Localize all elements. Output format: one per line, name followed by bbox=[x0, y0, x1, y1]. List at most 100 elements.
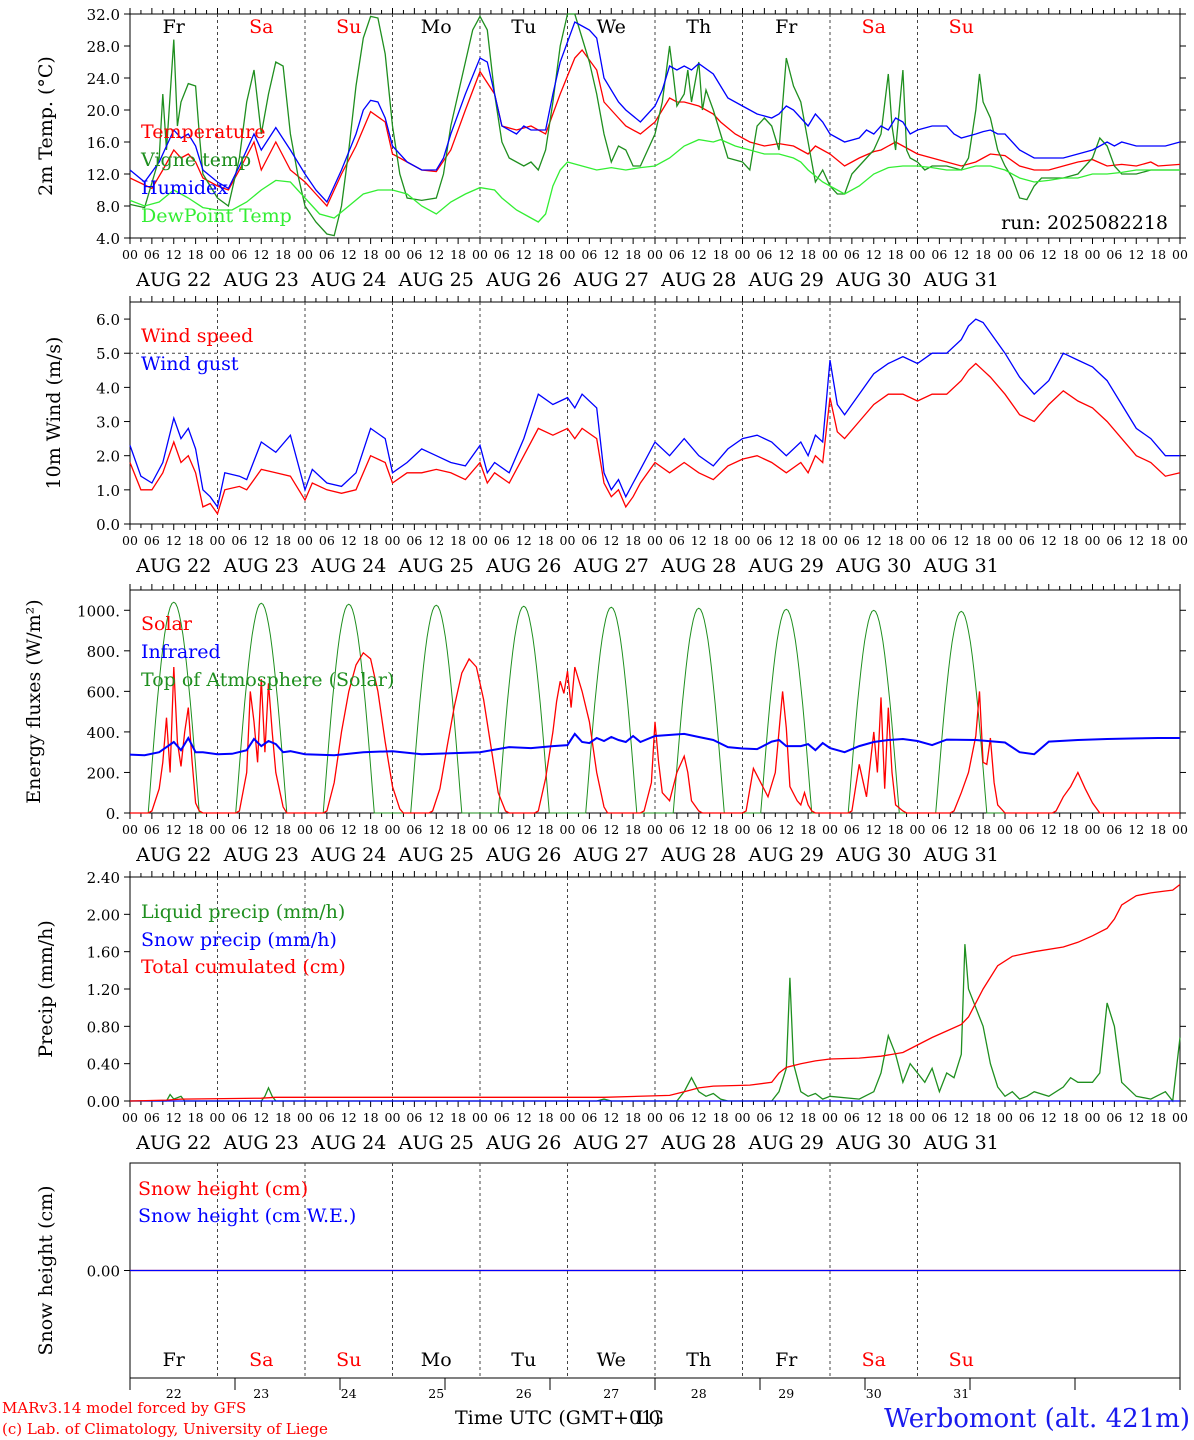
x-tick-label: 12 bbox=[166, 247, 182, 262]
legend-entry: Solar bbox=[141, 613, 193, 635]
y-tick-label: 16.0 bbox=[87, 134, 120, 152]
x-tick-label: 06 bbox=[144, 1110, 160, 1125]
x-tick-label: 18 bbox=[275, 1110, 291, 1125]
x-tick-label: 12 bbox=[778, 822, 794, 837]
date-label: AUG 29 bbox=[748, 555, 824, 577]
x-tick-label: 18 bbox=[188, 247, 204, 262]
weekday-label: Mo bbox=[421, 16, 452, 38]
x-tick-label: 00 bbox=[735, 822, 751, 837]
weekday-label: Sa bbox=[862, 1349, 886, 1371]
date-label: AUG 23 bbox=[223, 269, 299, 291]
date-label: AUG 25 bbox=[398, 555, 474, 577]
series-line-temperature bbox=[129, 48, 1181, 208]
legend-entry: Humidex bbox=[141, 177, 228, 199]
x-tick-label: 00 bbox=[472, 822, 488, 837]
x-tick-label: 06 bbox=[756, 822, 772, 837]
x-tick-label: 18 bbox=[1150, 822, 1166, 837]
x-tick-label: 00 bbox=[122, 247, 138, 262]
x-tick-label: 12 bbox=[516, 822, 532, 837]
x-tick-label: 06 bbox=[231, 1110, 247, 1125]
x-tick-label: 00 bbox=[122, 822, 138, 837]
x-tick-label: 18 bbox=[975, 533, 991, 548]
legend-entry: Temperature bbox=[141, 121, 265, 143]
y-tick-label: 5.0 bbox=[96, 345, 120, 363]
x-tick-label: 12 bbox=[691, 247, 707, 262]
x-tick-label: 12 bbox=[1041, 822, 1057, 837]
x-tick-label: 00 bbox=[1172, 533, 1188, 548]
series-line-infrared bbox=[129, 732, 1180, 757]
x-tick-label: 12 bbox=[516, 1110, 532, 1125]
y-tick-label: 32.0 bbox=[87, 6, 120, 24]
x-tick-label: 06 bbox=[756, 1110, 772, 1125]
x-tick-label: 18 bbox=[450, 1110, 466, 1125]
chart-panel-1: 32.0 28.0 24.0 20.0 16.0 12.0 8.0 4.0 2m Temp. (… bbox=[35, 6, 1188, 291]
x-tick-label: 12 bbox=[778, 247, 794, 262]
x-tick-label: 12 bbox=[253, 1110, 269, 1125]
x-tick-label: 00 bbox=[822, 1110, 838, 1125]
weekday-label: Fr bbox=[775, 1349, 798, 1371]
x-tick-label: 18 bbox=[450, 822, 466, 837]
x-tick-label: 00 bbox=[997, 247, 1013, 262]
x-tick-label: 00 bbox=[297, 533, 313, 548]
y-tick-label: 600. bbox=[87, 683, 120, 701]
x-tick-label: 18 bbox=[713, 1110, 729, 1125]
x-tick-label: 18 bbox=[275, 247, 291, 262]
x-tick-label: 00 bbox=[560, 822, 576, 837]
y-tick-label: 8.0 bbox=[96, 198, 120, 216]
y-tick-label: 1.0 bbox=[96, 482, 120, 500]
y-tick-label: 1.20 bbox=[87, 981, 120, 999]
date-label: AUG 27 bbox=[573, 844, 649, 866]
day-number-label: 24 bbox=[341, 1386, 357, 1401]
legend-entry: Vigne temp bbox=[140, 149, 251, 171]
x-tick-label: 06 bbox=[581, 1110, 597, 1125]
y-tick-label: 200. bbox=[87, 764, 120, 782]
date-label: AUG 29 bbox=[748, 269, 824, 291]
date-label: AUG 26 bbox=[485, 269, 561, 291]
day-number-label: 29 bbox=[778, 1386, 794, 1401]
x-tick-label: 18 bbox=[188, 533, 204, 548]
weekday-label: Fr bbox=[163, 1349, 186, 1371]
date-label: AUG 23 bbox=[223, 844, 299, 866]
x-tick-label: 18 bbox=[275, 533, 291, 548]
station-name: Werbomont (alt. 421m) bbox=[884, 1404, 1190, 1434]
x-tick-label: 00 bbox=[910, 822, 926, 837]
x-tick-label: 00 bbox=[472, 533, 488, 548]
x-tick-label: 12 bbox=[603, 822, 619, 837]
legend-entry: Snow precip (mm/h) bbox=[141, 929, 337, 951]
x-tick-label: 06 bbox=[406, 822, 422, 837]
x-tick-label: 12 bbox=[1041, 1110, 1057, 1125]
series-line-dewpoint-temp bbox=[129, 138, 1180, 223]
date-label: AUG 31 bbox=[923, 1132, 999, 1154]
x-tick-label: 00 bbox=[647, 533, 663, 548]
y-tick-label: 3.0 bbox=[96, 414, 120, 432]
x-tick-label: 18 bbox=[538, 247, 554, 262]
legend-entry: Liquid precip (mm/h) bbox=[141, 901, 345, 923]
x-tick-label: 12 bbox=[253, 822, 269, 837]
x-tick-label: 06 bbox=[931, 533, 947, 548]
chart-panel-4: 2.40 2.00 1.60 1.20 0.80 0.40 0.00 Precip (mm/h… bbox=[35, 869, 1188, 1154]
x-tick-label: 06 bbox=[1019, 822, 1035, 837]
x-tick-label: 06 bbox=[494, 533, 510, 548]
day-number-label: 31 bbox=[953, 1386, 969, 1401]
x-tick-label: 06 bbox=[756, 247, 772, 262]
chart-panel-2: 6.0 5.0 4.0 3.0 2.0 1.0 0.0 10m Wind (m/s) 00 06 1… bbox=[43, 296, 1188, 577]
x-tick-label: 00 bbox=[297, 1110, 313, 1125]
y-tick-label: 4.0 bbox=[96, 379, 120, 397]
date-label: AUG 24 bbox=[310, 555, 386, 577]
x-tick-label: 12 bbox=[866, 822, 882, 837]
x-tick-label: 12 bbox=[603, 1110, 619, 1125]
x-tick-label: 18 bbox=[800, 822, 816, 837]
y-tick-label: 800. bbox=[87, 643, 120, 661]
x-tick-label: 00 bbox=[122, 533, 138, 548]
weekday-label: Su bbox=[336, 16, 361, 38]
date-label: AUG 28 bbox=[660, 1132, 736, 1154]
x-tick-label: 18 bbox=[363, 247, 379, 262]
date-label: AUG 24 bbox=[310, 269, 386, 291]
x-tick-label: 12 bbox=[953, 247, 969, 262]
x-tick-label: 00 bbox=[735, 1110, 751, 1125]
x-tick-label: 00 bbox=[822, 822, 838, 837]
x-tick-label: 12 bbox=[516, 533, 532, 548]
y-tick-label: 1000. bbox=[77, 602, 120, 620]
x-tick-label: 06 bbox=[406, 533, 422, 548]
x-tick-label: 12 bbox=[428, 533, 444, 548]
